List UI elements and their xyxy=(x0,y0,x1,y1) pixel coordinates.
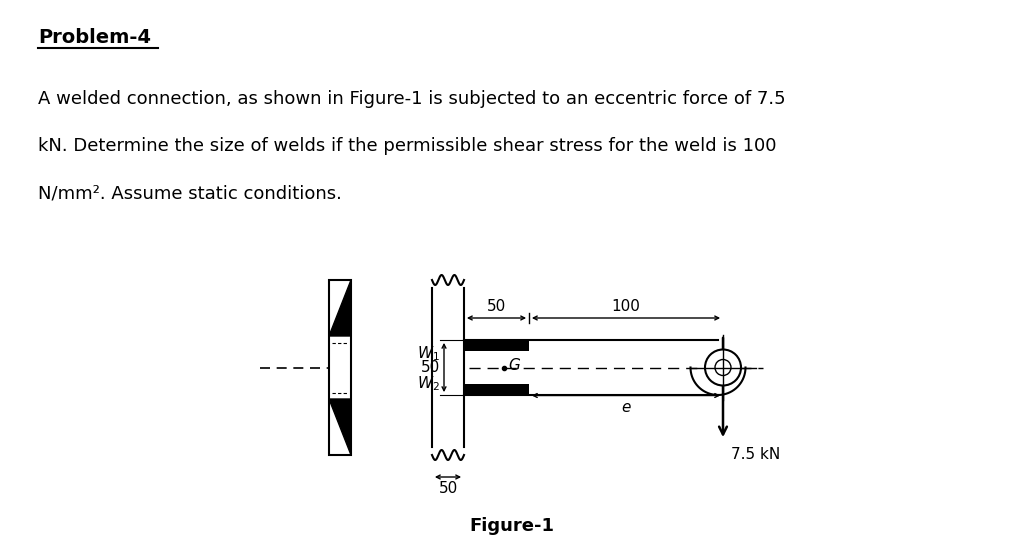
Text: $W_2$: $W_2$ xyxy=(417,374,440,393)
Text: 50: 50 xyxy=(421,360,440,375)
Text: kN. Determine the size of welds if the permissible shear stress for the weld is : kN. Determine the size of welds if the p… xyxy=(38,137,777,155)
Bar xyxy=(329,280,351,455)
Text: Problem-4: Problem-4 xyxy=(38,28,151,47)
Text: $W_1$: $W_1$ xyxy=(417,344,440,363)
Text: 50: 50 xyxy=(486,299,506,314)
Text: $e$: $e$ xyxy=(620,399,632,414)
Bar xyxy=(464,384,529,395)
Text: N/mm². Assume static conditions.: N/mm². Assume static conditions. xyxy=(38,184,342,202)
Text: A welded connection, as shown in Figure-1 is subjected to an eccentric force of : A welded connection, as shown in Figure-… xyxy=(38,90,786,108)
Text: $G$: $G$ xyxy=(508,358,521,374)
Polygon shape xyxy=(329,280,351,336)
Bar xyxy=(464,340,529,351)
Circle shape xyxy=(715,359,731,375)
Text: Figure-1: Figure-1 xyxy=(469,517,555,535)
Text: 7.5 kN: 7.5 kN xyxy=(731,447,780,462)
Text: 100: 100 xyxy=(611,299,641,314)
Circle shape xyxy=(705,349,741,385)
Polygon shape xyxy=(329,399,351,455)
Text: 50: 50 xyxy=(438,481,458,496)
